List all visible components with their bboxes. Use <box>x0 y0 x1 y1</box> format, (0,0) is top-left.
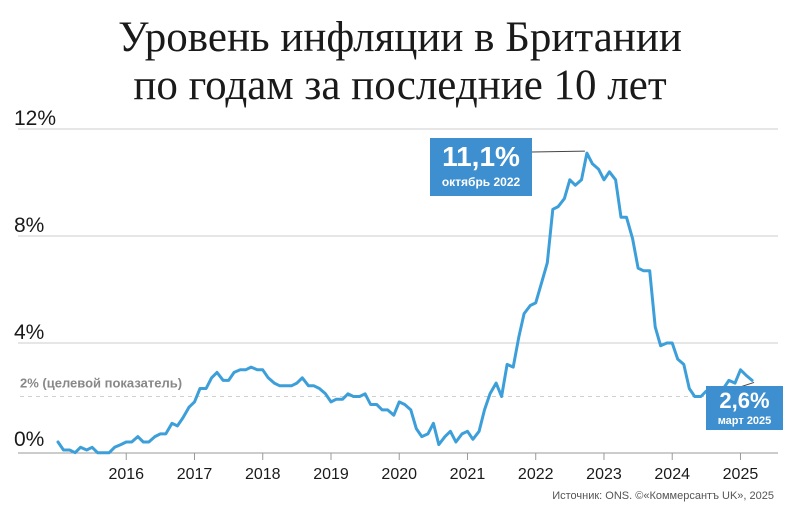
x-tick-label: 2016 <box>108 466 144 483</box>
y-tick-label: 8% <box>14 214 44 237</box>
x-tick-label: 2022 <box>518 466 554 483</box>
target-label: 2% (целевой показатель) <box>20 376 182 391</box>
x-tick-label: 2019 <box>313 466 349 483</box>
last-callout: 2,6% март 2025 <box>706 386 783 430</box>
chart-title: Уровень инфляции в Британии по годам за … <box>0 14 800 110</box>
x-tick-label: 2025 <box>723 466 759 483</box>
last-value-label: 2,6% <box>719 388 770 413</box>
peak-value-label: 11,1% <box>442 141 520 172</box>
source-note: Источник: ONS. ©«Коммерсантъ UK», 2025 <box>552 490 774 502</box>
x-tick-label: 2018 <box>245 466 281 483</box>
y-tick-label: 4% <box>14 321 44 344</box>
peak-date-label: октябрь 2022 <box>441 175 521 189</box>
x-tick-label: 2023 <box>586 466 622 483</box>
peak-callout: 11,1% октябрь 2022 <box>430 138 532 196</box>
peak-callout-connector <box>531 150 585 153</box>
chart-title-line1: Уровень инфляции в Британии <box>118 14 682 61</box>
y-tick-label: 12% <box>14 107 56 130</box>
inflation-series-line <box>56 151 754 455</box>
x-tick-label: 2020 <box>381 466 417 483</box>
chart-title-line2: по годам за последние 10 лет <box>133 62 667 109</box>
last-date-label: март 2025 <box>717 415 772 427</box>
x-tick-label: 2021 <box>450 466 486 483</box>
y-tick-label: 0% <box>14 428 44 451</box>
x-tick-label: 2024 <box>654 466 690 483</box>
x-tick-label: 2017 <box>177 466 213 483</box>
